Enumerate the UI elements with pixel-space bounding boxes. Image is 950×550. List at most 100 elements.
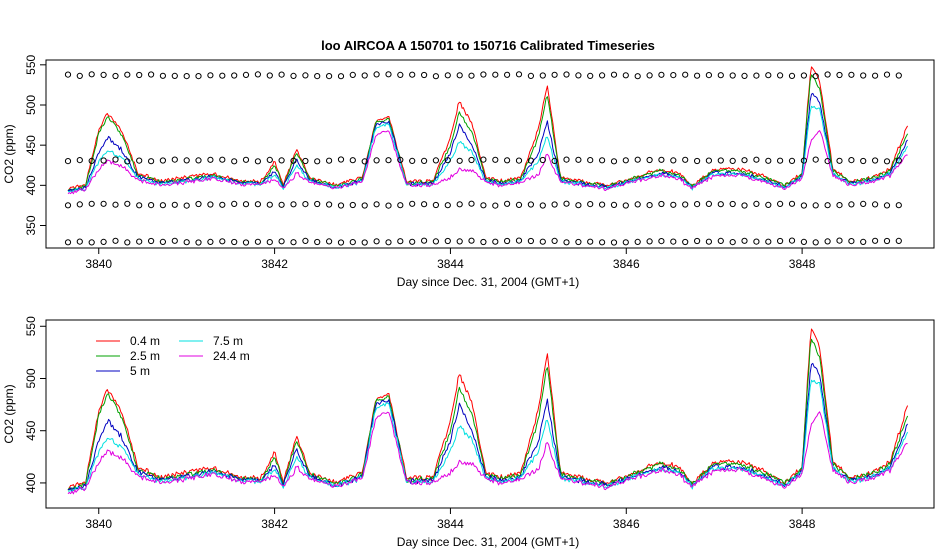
legend: 0.4 m2.5 m5 m 7.5 m24.4 m [96,334,250,378]
reference-marker [504,157,511,164]
reference-marker [622,157,629,164]
reference-marker [302,157,309,165]
reference-marker [326,201,333,208]
reference-marker [741,202,748,209]
reference-marker [171,237,178,244]
reference-marker [88,200,95,207]
reference-marker [444,202,451,209]
series-line-0 [67,66,909,192]
reference-marker [812,239,819,246]
series-line-4 [67,411,908,495]
reference-marker [100,238,107,245]
x-tick-label: 3842 [261,517,288,531]
reference-marker [242,239,250,246]
reference-marker [836,71,843,79]
reference-marker [409,157,416,164]
reference-marker [480,71,487,78]
reference-marker [872,237,879,244]
reference-marker [337,73,345,80]
reference-marker [183,202,190,209]
reference-marker [705,200,713,207]
y-axis: 400 450 500 550 [24,316,46,493]
legend-label: 2.5 m [130,349,160,363]
y-tick-label: 550 [24,316,38,336]
reference-marker [753,156,760,163]
reference-marker [634,73,641,80]
reference-marker [848,157,855,164]
reference-marker [729,200,736,208]
reference-marker [64,158,72,165]
reference-marker [314,158,321,165]
reference-marker [694,157,701,165]
reference-marker [895,72,902,79]
reference-marker [124,239,131,246]
reference-marker [539,72,546,79]
plot-lines [67,66,909,195]
reference-marker [148,71,155,78]
reference-marker [361,158,368,165]
reference-marker [682,201,689,208]
reference-marker [527,201,535,208]
reference-marker [148,202,155,209]
reference-marker [824,238,831,245]
reference-marker [373,71,380,78]
reference-marker [100,71,107,79]
reference-marker [183,157,190,164]
y-tick-label: 400 [24,473,38,493]
reference-marker [373,238,380,245]
reference-marker [242,156,250,163]
reference-marker [456,201,463,208]
reference-marker [148,237,155,245]
reference-marker [183,239,190,246]
y-tick-label: 550 [24,54,38,74]
reference-marker [231,200,238,207]
reference-marker [290,239,297,246]
reference-marker [468,156,475,164]
y-tick-label: 450 [24,135,38,155]
series-line-1 [67,338,909,491]
reference-marker [421,237,428,244]
reference-marker [741,72,748,80]
reference-marker [729,157,736,164]
reference-marker [575,238,582,246]
reference-marker [492,156,499,163]
reference-marker [527,237,535,245]
reference-marker [349,71,356,79]
reference-marker [385,157,392,164]
reference-marker [622,72,629,79]
reference-marker [658,71,665,78]
reference-marker [148,158,155,165]
reference-marker [195,239,202,246]
reference-marker [658,156,665,163]
reference-marker [361,72,368,79]
top-panel: loo AIRCOA A 150701 to 150716 Calibrated… [2,38,935,289]
reference-marker [444,157,451,164]
reference-marker [409,200,416,207]
reference-marker [290,201,297,208]
reference-marker [444,72,451,79]
reference-marker [278,71,285,78]
reference-marker [634,156,641,163]
reference-marker [587,238,594,245]
plot-frame [45,59,935,249]
reference-marker [397,71,404,79]
reference-marker [848,238,855,245]
reference-marker [599,201,606,208]
reference-marker [302,237,309,244]
x-tick-label: 3848 [789,517,816,531]
reference-marker [599,72,606,79]
reference-marker [670,201,677,208]
reference-marker [432,201,439,209]
reference-marker [159,238,166,245]
reference-marker [266,72,273,79]
reference-marker [195,157,202,164]
reference-marker [777,157,784,164]
reference-marker [183,73,190,80]
reference-marker [432,73,439,80]
reference-marker [64,202,72,209]
reference-marker [171,201,178,208]
reference-marker [88,71,95,78]
reference-marker [195,200,202,208]
reference-marker [551,71,558,78]
reference-marker [895,202,902,209]
